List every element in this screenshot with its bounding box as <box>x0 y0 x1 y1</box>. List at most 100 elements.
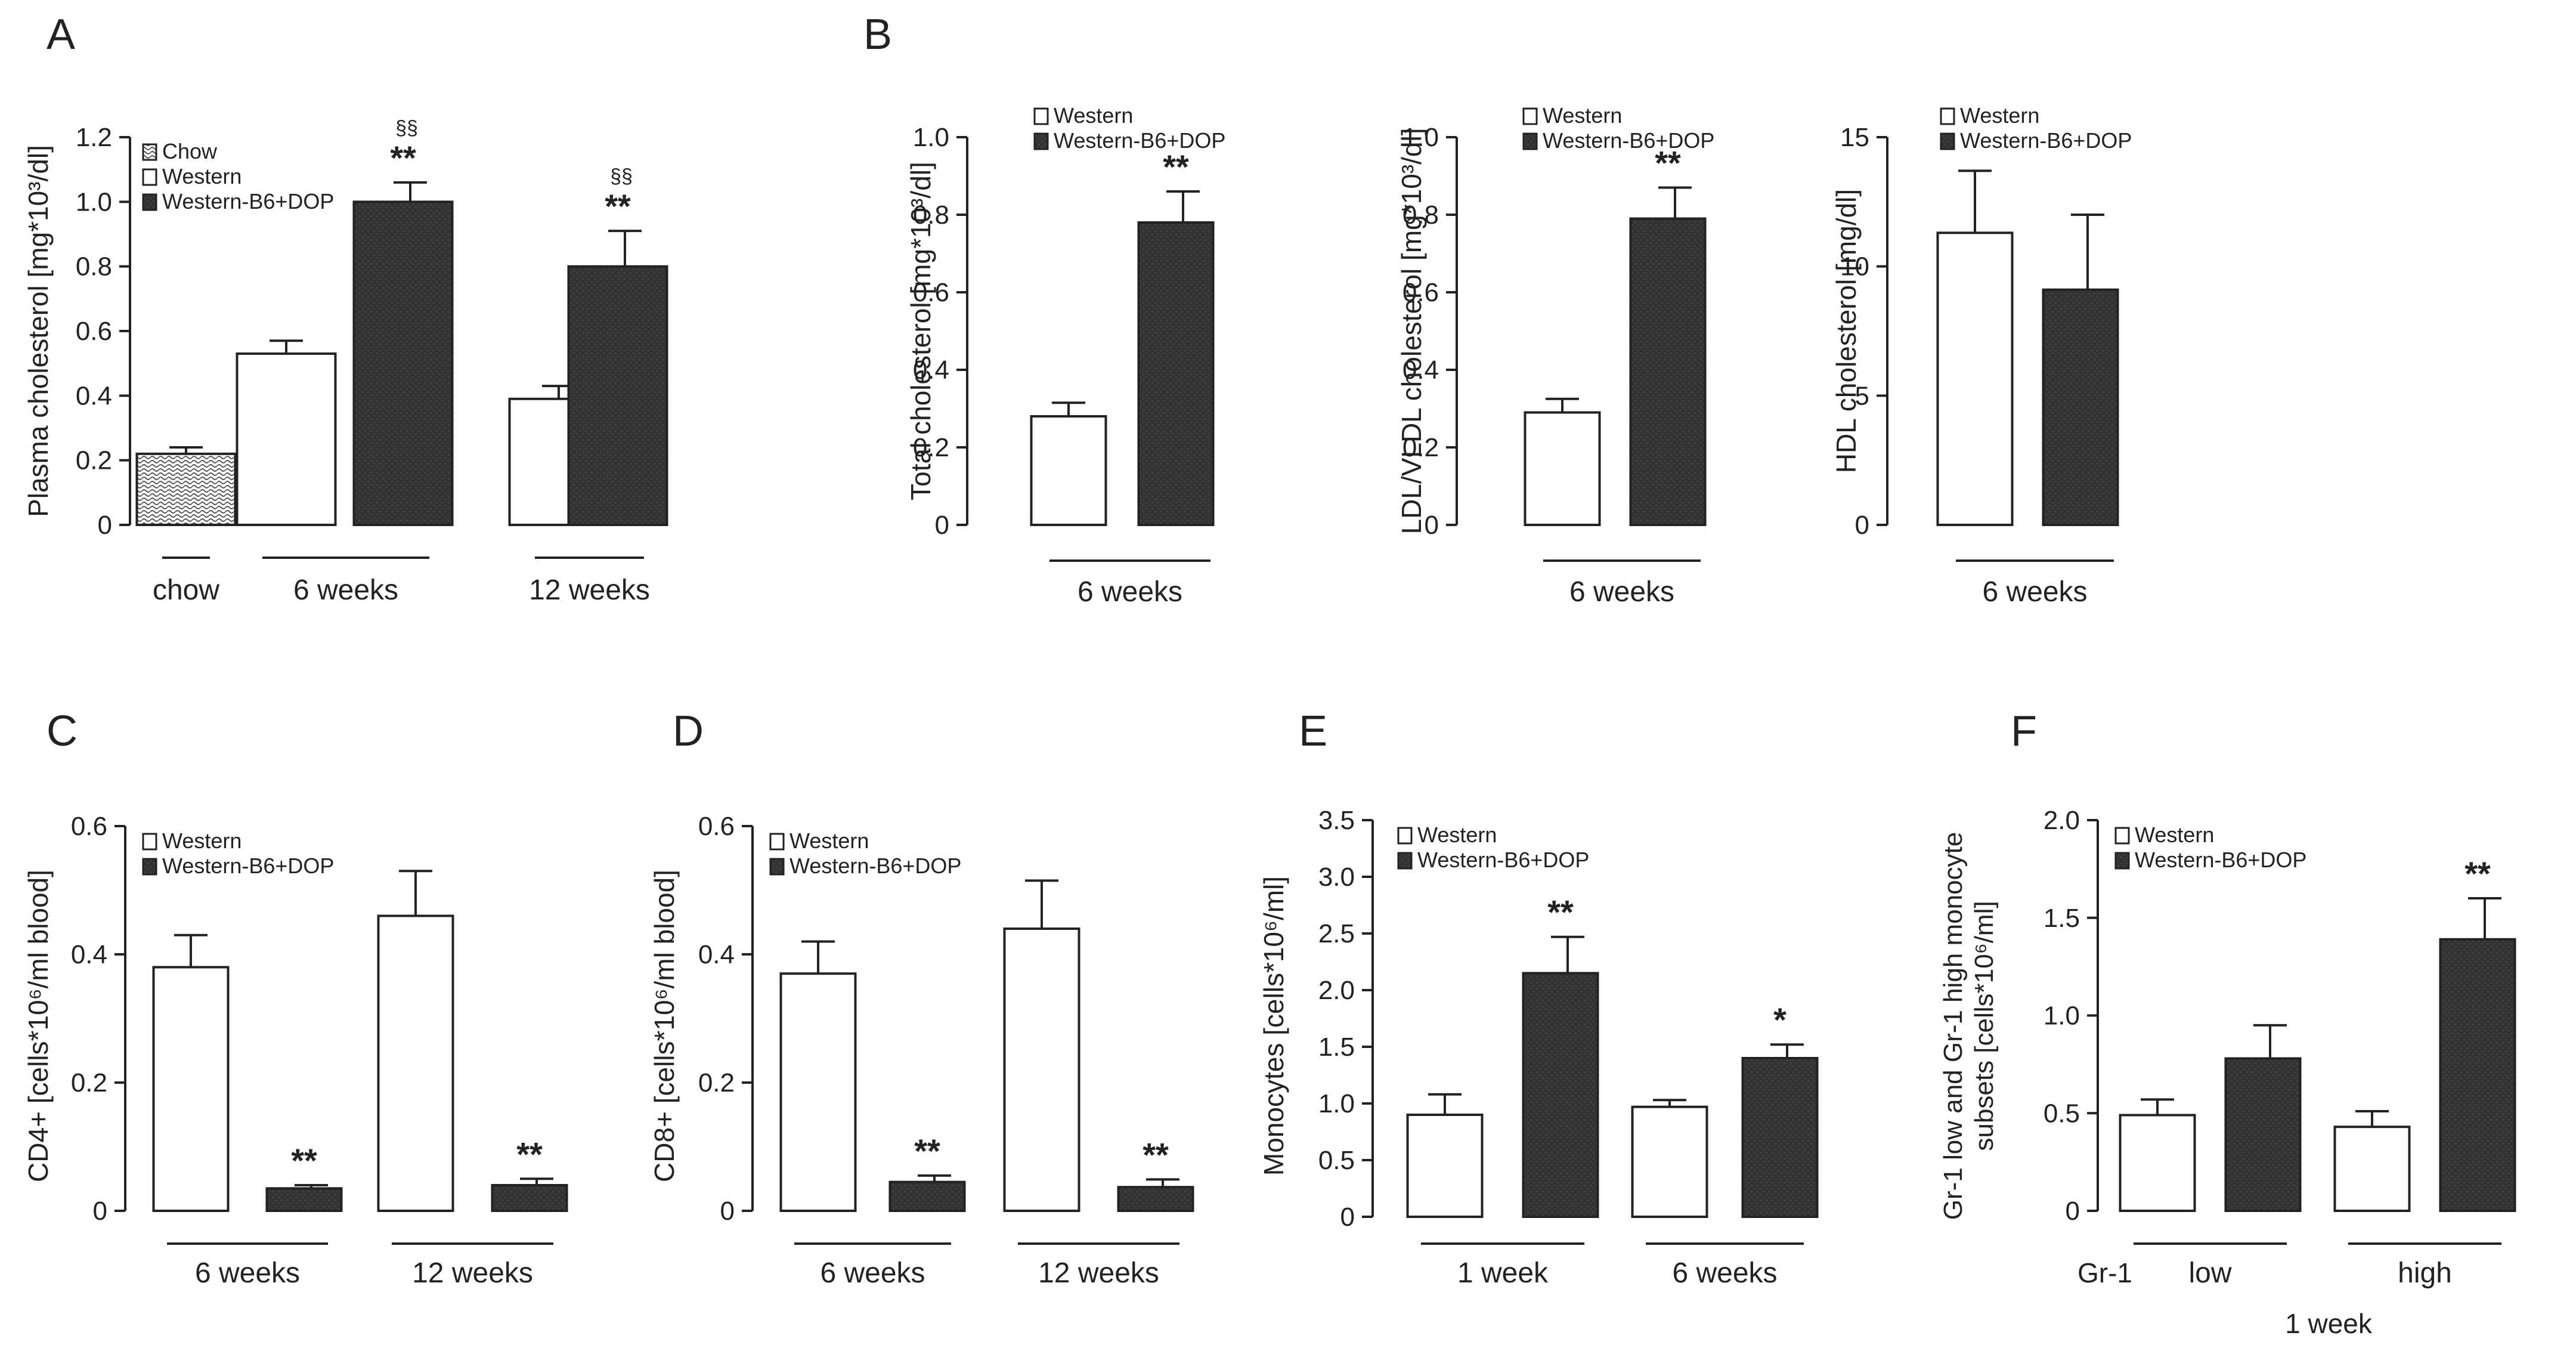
bar-E-0 <box>1406 1114 1484 1218</box>
y-tick-label-B1-4: 0.8 <box>913 200 949 230</box>
bar-B2-0 <box>1524 411 1601 526</box>
y-tick-label-B2-5: 1.0 <box>1402 123 1439 152</box>
bar-A-1 <box>236 352 337 527</box>
y-tick-label-B3-2: 10 <box>1840 252 1869 282</box>
legend-swatch-A-1 <box>142 168 157 186</box>
significance-A-4: ** <box>605 187 631 225</box>
group-label-B2-0: 6 weeks <box>1569 576 1674 608</box>
legend-swatch-D-0 <box>769 833 785 851</box>
legend-label-E-1: Western-B6+DOP <box>1417 848 1589 872</box>
group-label-F-0: low <box>2188 1257 2231 1289</box>
plot-E: 0 0.5 1.0 1.5 2.0 2.5 3.0 3.5 WesternWestern-B6+… <box>1318 806 1819 1289</box>
legend-swatch-C-1 <box>142 858 157 876</box>
legend-swatch-B3-1 <box>1940 132 1955 150</box>
panel-D: D CD8+ [cells*10⁶/ml blood] 0 0.2 0.4 0.6 We… <box>649 707 1194 1289</box>
significance-D-1: ** <box>914 1132 940 1170</box>
y-tick-label-B3-3: 15 <box>1840 123 1869 152</box>
bar-D-3 <box>1117 1186 1194 1212</box>
group-label-B3-0: 6 weeks <box>1982 576 2087 608</box>
y-tick-label-A-1: 0.2 <box>76 446 112 475</box>
group-label-E-0: 1 week <box>1457 1257 1549 1289</box>
y-tick-label-C-0: 0 <box>93 1197 107 1226</box>
y-tick-label-A-0: 0 <box>98 511 112 540</box>
group-label-E-1: 6 weeks <box>1672 1257 1777 1289</box>
legend-label-C-1: Western-B6+DOP <box>162 854 334 878</box>
legend-swatch-D-1 <box>769 858 785 876</box>
y-axis-label-B1: Total cholesterol [mg*10³/dl] <box>905 162 936 500</box>
y-axis-label-F-line1: Gr-1 low and Gr-1 high monocyte <box>1939 832 1968 1220</box>
legend-swatch-B2-1 <box>1522 132 1538 150</box>
y-axis-label-B3: HDL cholesterol [mg/dl] <box>1831 189 1862 473</box>
group-label-C-1: 12 weeks <box>412 1257 533 1289</box>
legend-label-B1-1: Western-B6+DOP <box>1054 128 1225 153</box>
bar-D-2 <box>1003 928 1080 1212</box>
y-tick-label-B1-5: 1.0 <box>913 123 949 152</box>
panel-B1: B Total cholesterol [mg*10³/dl] 00.20.40… <box>863 11 1225 608</box>
bar-E-1 <box>1522 972 1599 1218</box>
bar-F-3 <box>2439 938 2516 1213</box>
significance-F-3: ** <box>2464 855 2491 892</box>
legend-label-B2-0: Western <box>1543 103 1622 128</box>
significance-A-2: ** <box>390 139 416 177</box>
panel-B2: LDL/VLDL cholesterol [mg*10³/dl] 0 0.2 0.4… <box>1396 103 1714 608</box>
group-label-C-0: 6 weeks <box>195 1257 300 1289</box>
y-tick-label-E-6: 3.0 <box>1318 862 1355 892</box>
y-tick-label-F-0: 0 <box>2066 1197 2080 1226</box>
bar-F-0 <box>2119 1114 2196 1213</box>
panel-F: F Gr-1 low and Gr-1 high monocyte subset… <box>1939 707 2516 1339</box>
significance2-A-2: §§ <box>395 117 418 140</box>
y-tick-label-A-6: 1.2 <box>76 123 112 152</box>
y-tick-label-D-0: 0 <box>720 1197 735 1226</box>
legend-label-A-1: Western <box>162 164 242 188</box>
y-tick-label-E-2: 1.0 <box>1318 1089 1355 1118</box>
bar-C-1 <box>265 1187 343 1212</box>
legend-swatch-B1-0 <box>1033 107 1049 125</box>
legend-label-B3-0: Western <box>1960 103 2039 128</box>
bottom-label-F: 1 week <box>2285 1308 2373 1339</box>
y-tick-label-E-5: 2.5 <box>1318 919 1355 948</box>
y-tick-label-B1-0: 0 <box>935 511 949 540</box>
legend-label-C-0: Western <box>162 828 242 853</box>
significance-E-3: * <box>1773 1001 1787 1038</box>
y-tick-label-B3-1: 5 <box>1855 381 1869 410</box>
legend-label-E-0: Western <box>1417 823 1497 847</box>
bar-B1-1 <box>1137 221 1215 526</box>
y-tick-label-E-0: 0 <box>1340 1202 1355 1232</box>
y-tick-label-D-1: 0.2 <box>698 1068 735 1098</box>
legend-label-A-0: Chow <box>162 139 218 163</box>
group-label-A-0: chow <box>153 574 219 606</box>
panel-letter-C: C <box>47 707 78 755</box>
row-label-F: Gr-1 <box>2077 1257 2132 1288</box>
significance-C-1: ** <box>291 1142 317 1179</box>
panel-letter-B: B <box>863 11 892 58</box>
bar-D-1 <box>888 1180 966 1212</box>
y-tick-label-A-2: 0.4 <box>76 381 112 410</box>
bar-A-0 <box>135 452 237 526</box>
legend-label-D-1: Western-B6+DOP <box>789 854 961 878</box>
bar-C-3 <box>491 1184 568 1212</box>
bar-C-0 <box>152 966 230 1212</box>
bar-E-3 <box>1741 1057 1819 1218</box>
bar-F-1 <box>2224 1057 2302 1213</box>
legend-swatch-F-1 <box>2114 852 2130 870</box>
y-tick-label-B3-0: 0 <box>1855 511 1869 540</box>
legend-swatch-E-0 <box>1397 827 1413 845</box>
y-tick-label-B2-3: 0.6 <box>1402 278 1439 307</box>
y-tick-label-B1-1: 0.2 <box>913 433 949 462</box>
group-label-D-0: 6 weeks <box>820 1257 925 1289</box>
y-tick-label-D-2: 0.4 <box>698 940 735 969</box>
bar-D-0 <box>779 972 857 1212</box>
group-label-A-1: 6 weeks <box>293 574 398 606</box>
y-tick-label-E-4: 2.0 <box>1318 976 1355 1005</box>
y-axis-label-D: CD8+ [cells*10⁶/ml blood] <box>649 870 680 1182</box>
legend-swatch-C-0 <box>142 833 157 851</box>
y-axis-label-F-line2: subsets [cells*10⁶/ml] <box>1970 901 1999 1151</box>
plot-A: 0 0.2 0.4 0.6 0.8 1.0 1.2 ChowWesternWestern-B6… <box>76 117 668 606</box>
y-tick-label-B2-1: 0.2 <box>1402 433 1439 462</box>
significance-E-1: ** <box>1547 894 1574 931</box>
legend-swatch-E-1 <box>1397 852 1413 870</box>
